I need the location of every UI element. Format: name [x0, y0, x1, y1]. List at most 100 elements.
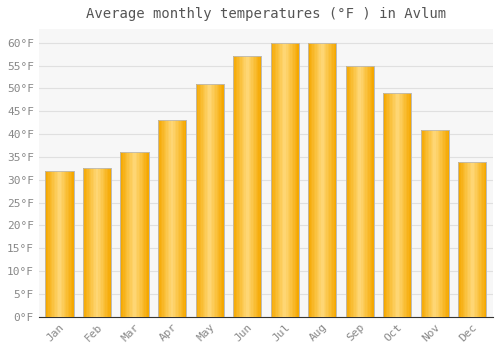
Bar: [61, 171, 62, 317]
Bar: [206, 84, 207, 317]
Bar: [386, 93, 388, 317]
Bar: [472, 161, 474, 317]
Bar: [358, 65, 360, 317]
Bar: [60, 171, 61, 317]
Bar: [140, 152, 141, 317]
Bar: [367, 65, 368, 317]
Bar: [161, 120, 162, 317]
Bar: [215, 84, 216, 317]
Bar: [52, 171, 54, 317]
Bar: [252, 56, 253, 317]
Bar: [144, 152, 146, 317]
Bar: [334, 43, 335, 317]
Bar: [410, 93, 412, 317]
Bar: [296, 43, 298, 317]
Bar: [482, 161, 484, 317]
Bar: [276, 43, 278, 317]
Bar: [129, 152, 130, 317]
Bar: [51, 171, 52, 317]
Bar: [46, 171, 74, 317]
Bar: [204, 84, 206, 317]
Bar: [108, 168, 110, 317]
Bar: [234, 56, 236, 317]
Bar: [444, 130, 446, 317]
Bar: [257, 56, 258, 317]
Bar: [467, 161, 468, 317]
Bar: [97, 168, 98, 317]
Bar: [425, 130, 426, 317]
Bar: [240, 56, 242, 317]
Bar: [293, 43, 294, 317]
Bar: [484, 161, 485, 317]
Bar: [383, 93, 384, 317]
Bar: [403, 93, 404, 317]
Bar: [93, 168, 94, 317]
Bar: [142, 152, 143, 317]
Bar: [122, 152, 124, 317]
Bar: [253, 56, 254, 317]
Bar: [104, 168, 106, 317]
Bar: [429, 130, 430, 317]
Bar: [176, 120, 178, 317]
Bar: [314, 43, 315, 317]
Bar: [236, 56, 238, 317]
Bar: [383, 93, 412, 317]
Bar: [292, 43, 293, 317]
Bar: [83, 168, 111, 317]
Bar: [256, 56, 257, 317]
Bar: [233, 56, 261, 317]
Bar: [364, 65, 366, 317]
Bar: [72, 171, 74, 317]
Bar: [478, 161, 480, 317]
Bar: [366, 65, 367, 317]
Bar: [466, 161, 467, 317]
Bar: [158, 120, 186, 317]
Bar: [462, 161, 464, 317]
Bar: [133, 152, 134, 317]
Bar: [55, 171, 56, 317]
Bar: [184, 120, 186, 317]
Bar: [233, 56, 234, 317]
Bar: [370, 65, 371, 317]
Bar: [88, 168, 90, 317]
Bar: [406, 93, 407, 317]
Bar: [90, 168, 92, 317]
Bar: [442, 130, 444, 317]
Bar: [70, 171, 72, 317]
Bar: [210, 84, 211, 317]
Bar: [436, 130, 438, 317]
Bar: [233, 56, 261, 317]
Bar: [394, 93, 396, 317]
Bar: [201, 84, 202, 317]
Bar: [179, 120, 180, 317]
Bar: [222, 84, 224, 317]
Bar: [347, 65, 348, 317]
Bar: [270, 43, 272, 317]
Bar: [214, 84, 215, 317]
Bar: [218, 84, 220, 317]
Bar: [158, 120, 186, 317]
Bar: [289, 43, 290, 317]
Bar: [134, 152, 136, 317]
Bar: [308, 43, 336, 317]
Bar: [426, 130, 428, 317]
Bar: [238, 56, 240, 317]
Bar: [421, 130, 449, 317]
Bar: [424, 130, 425, 317]
Bar: [250, 56, 252, 317]
Bar: [368, 65, 370, 317]
Bar: [158, 120, 160, 317]
Bar: [335, 43, 336, 317]
Bar: [290, 43, 292, 317]
Bar: [220, 84, 221, 317]
Bar: [102, 168, 104, 317]
Bar: [320, 43, 321, 317]
Bar: [136, 152, 138, 317]
Bar: [83, 168, 111, 317]
Bar: [348, 65, 350, 317]
Bar: [54, 171, 55, 317]
Bar: [246, 56, 247, 317]
Bar: [476, 161, 478, 317]
Bar: [446, 130, 448, 317]
Bar: [94, 168, 96, 317]
